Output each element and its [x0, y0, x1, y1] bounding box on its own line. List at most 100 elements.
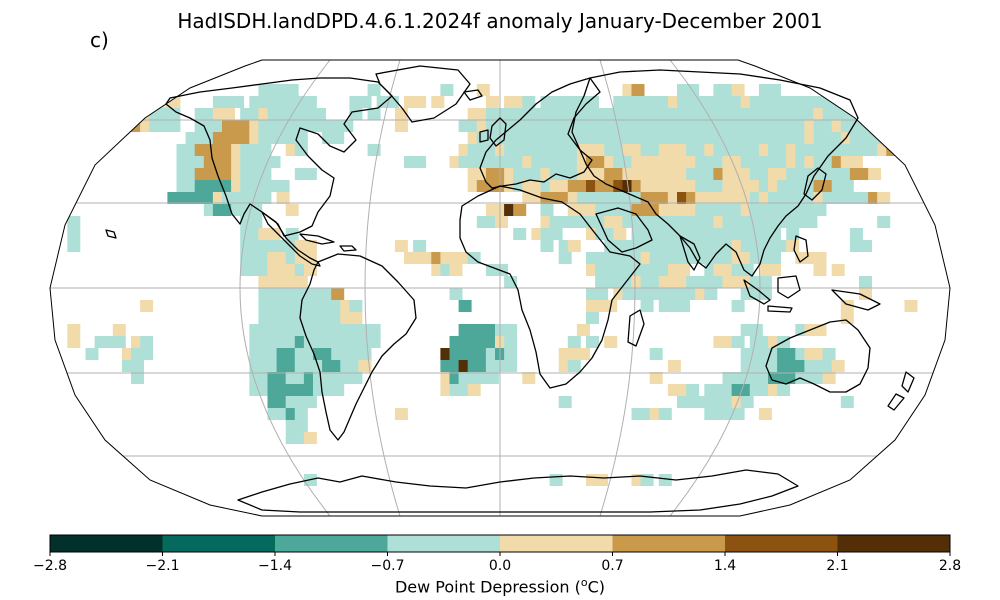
grid-cell: [294, 276, 308, 288]
grid-cell: [822, 72, 836, 84]
grid-cell: [868, 168, 882, 180]
sumatra-coast: [743, 279, 771, 305]
grid-cell: [294, 408, 308, 420]
colorbar-bin: [612, 535, 726, 552]
grid-cell: [877, 216, 891, 228]
grid-cell: [413, 156, 427, 168]
grid-cell: [67, 336, 81, 348]
grid-cell: [303, 264, 317, 276]
grid-cell: [458, 300, 472, 312]
grid-cell: [167, 120, 181, 132]
grid-cell: [586, 336, 599, 348]
grid-cell: [813, 264, 827, 276]
colorbar-tick-label: 0.7: [601, 558, 624, 574]
arabia-coast: [595, 207, 653, 253]
uk-coast: [489, 117, 507, 147]
grid-cell: [822, 372, 836, 384]
grid-cell: [786, 240, 800, 252]
grid-cell: [595, 474, 609, 486]
grid-cell: [367, 84, 381, 96]
grid-cell: [768, 84, 781, 96]
grid-cell: [740, 264, 754, 276]
grid-cell: [786, 228, 800, 240]
graticule: [50, 60, 950, 516]
grid-cell: [276, 192, 290, 204]
colorbar-label: Dew Point Depression (oC): [0, 576, 1000, 596]
grid-cell: [922, 108, 936, 120]
north-america-coast: [165, 77, 393, 237]
grid-cell: [686, 384, 700, 396]
grid-cell: [804, 216, 818, 228]
grid-cell: [358, 360, 372, 372]
grid-cell: [822, 348, 836, 360]
grid-cell: [349, 372, 363, 384]
grid-cell: [831, 264, 845, 276]
grid-cell: [485, 372, 499, 384]
borneo-coast: [777, 275, 801, 299]
grid-cell: [331, 288, 345, 300]
colorbar-bin: [837, 535, 951, 552]
grid-cell: [567, 360, 581, 372]
grid-cell: [849, 228, 863, 240]
africa-coast: [459, 185, 641, 389]
grid-cell: [859, 288, 872, 300]
grid-cell: [413, 240, 427, 252]
grid-cell: [895, 84, 909, 96]
grid-cell: [340, 120, 354, 132]
grid-cell: [758, 288, 772, 300]
colorbar-bin: [725, 535, 838, 552]
grid-cell: [249, 204, 263, 216]
grid-cell: [285, 84, 299, 96]
colorbar-tick-label: −2.1: [145, 558, 180, 574]
grid-cell: [303, 240, 317, 252]
grid-cell: [149, 96, 163, 108]
grid-cell: [522, 372, 536, 384]
madagascar-coast: [627, 309, 645, 347]
grid-cell: [740, 396, 754, 408]
grid-cell: [731, 84, 745, 96]
grid-cell: [758, 408, 772, 420]
grid-cell: [495, 216, 508, 228]
grid-cell: [267, 228, 281, 240]
grid-cell: [431, 96, 445, 108]
grid-cell: [504, 360, 518, 372]
grid-cell: [904, 132, 918, 144]
grid-cell: [731, 300, 745, 312]
grid-cell: [886, 120, 900, 132]
grid-cell: [950, 120, 963, 132]
grid-cell: [868, 108, 882, 120]
grid-cell: [913, 120, 927, 132]
grid-cell: [840, 180, 854, 192]
grid-cell: [931, 108, 945, 120]
grid-cell: [485, 96, 499, 108]
grid-cell: [67, 324, 81, 336]
grid-cell: [749, 324, 763, 336]
anomaly-grid: [67, 72, 963, 486]
grid-cell: [167, 108, 181, 120]
grid-cell: [85, 348, 99, 360]
australia-coast: [765, 319, 871, 393]
grid-cell: [904, 108, 918, 120]
colorbar-tick-label: 2.1: [826, 558, 849, 574]
grid-cell: [440, 84, 454, 96]
grid-cell: [586, 96, 599, 108]
grid-cell: [67, 228, 81, 240]
grid-cell: [258, 144, 272, 156]
colorbar-tick-label: 1.4: [713, 558, 737, 574]
grid-cell: [567, 240, 581, 252]
south-america-coast: [299, 253, 417, 441]
grid-cell: [331, 384, 345, 396]
grid-cell: [768, 264, 781, 276]
grid-cell: [731, 336, 745, 348]
grid-cell: [904, 300, 918, 312]
grid-cell: [303, 168, 317, 180]
grid-cell: [886, 108, 900, 120]
grid-cell: [859, 108, 872, 120]
grid-cell: [158, 84, 172, 96]
grid-cell: [631, 84, 645, 96]
grid-cell: [886, 96, 900, 108]
grid-cell: [931, 132, 945, 144]
grid-cell: [303, 396, 317, 408]
